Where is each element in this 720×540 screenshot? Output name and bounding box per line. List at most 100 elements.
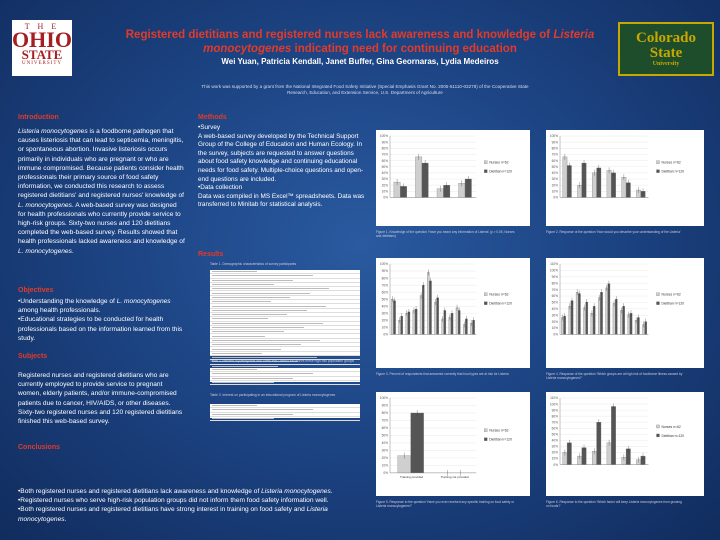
table-row bbox=[210, 274, 360, 279]
objectives-text: •Understanding the knowledge of L. monoc… bbox=[18, 297, 186, 343]
conclusion-3-post: . bbox=[64, 515, 67, 523]
poster-title: Registered dietitians and registered nur… bbox=[100, 28, 620, 56]
bar-dietitians bbox=[578, 293, 581, 335]
y-tick-label: 40% bbox=[382, 304, 389, 308]
table-row-placeholder bbox=[212, 418, 274, 420]
legend-swatch bbox=[484, 292, 488, 296]
chart-svg: 100% 90% 80% 70% 60% 50% 40% 30% 20% 10% 0% Nurses … bbox=[550, 134, 684, 199]
table-row bbox=[210, 413, 360, 417]
objectives-heading: Objectives bbox=[18, 287, 54, 294]
legend-swatch bbox=[484, 301, 488, 305]
methods-bullet-data: •Data collection bbox=[198, 184, 243, 192]
table-row bbox=[210, 296, 360, 301]
table-row bbox=[210, 404, 360, 409]
table-row bbox=[210, 309, 360, 313]
table-row bbox=[210, 343, 360, 348]
table-row-placeholder bbox=[212, 327, 304, 329]
table-row-placeholder bbox=[212, 275, 313, 277]
y-tick-label: 10% bbox=[382, 464, 389, 468]
legend-swatch bbox=[484, 437, 488, 441]
table-row-placeholder bbox=[212, 361, 298, 363]
figure-2-caption: Figure 2. Response of the question 'How … bbox=[546, 230, 681, 234]
objective-item-1: •Understanding the knowledge of L. monoc… bbox=[18, 297, 186, 315]
y-tick-label: 80% bbox=[552, 414, 559, 418]
subjects-text: Registered nurses and registered dietiti… bbox=[18, 372, 183, 426]
table-row-placeholder bbox=[212, 318, 268, 320]
bar-dietitians bbox=[596, 167, 602, 198]
conclusion-3-italic: Listeria monocytogenes bbox=[18, 506, 328, 523]
table-row-placeholder bbox=[212, 369, 257, 371]
bar-nurses bbox=[612, 303, 616, 335]
y-tick-label: 70% bbox=[382, 153, 389, 157]
table-row-placeholder bbox=[212, 309, 307, 311]
bar-nurses bbox=[434, 301, 437, 335]
bar-dietitians bbox=[611, 406, 616, 465]
table3-caption: Table 3. Interest on participating in an… bbox=[210, 393, 336, 397]
table-row bbox=[210, 279, 360, 283]
table-row-placeholder bbox=[212, 373, 313, 375]
chart-svg: 100% 90% 80% 70% 60% 50% 40% 30% 20% 10% 0% Nurses … bbox=[380, 134, 512, 199]
intro-italic-lead: Listeria monocytogenes bbox=[18, 128, 88, 135]
y-tick-label: 20% bbox=[552, 320, 559, 324]
legend-label: Dietitian n=120 bbox=[489, 170, 512, 174]
figure-1-caption: Figure 1. Knowledge of the question 'Hav… bbox=[376, 230, 515, 239]
y-tick-label: 10% bbox=[552, 326, 559, 330]
table-row bbox=[210, 291, 360, 296]
bar-nurses bbox=[606, 442, 612, 465]
y-tick-label: 10% bbox=[382, 189, 389, 193]
y-tick-label: 60% bbox=[552, 294, 559, 298]
y-tick-label: 30% bbox=[382, 177, 389, 181]
conclusion-3-pre: •Both registered nurses and registered d… bbox=[18, 506, 307, 514]
logo-the: T H E bbox=[24, 22, 60, 31]
table-row bbox=[210, 326, 360, 331]
y-tick-label: 100% bbox=[550, 402, 558, 406]
bar-dietitians bbox=[422, 284, 425, 335]
table-row-placeholder bbox=[212, 284, 274, 286]
bar-nurses bbox=[591, 172, 597, 198]
bar-nurses bbox=[415, 156, 423, 198]
table-row bbox=[210, 304, 360, 309]
csu-logo-line2: State bbox=[649, 45, 683, 61]
bar-dietitians bbox=[615, 299, 618, 335]
y-tick-label: 20% bbox=[382, 183, 389, 187]
conclusion-1-post: . bbox=[330, 488, 333, 495]
methods-heading: Methods bbox=[198, 114, 227, 121]
y-tick-label: 90% bbox=[552, 408, 559, 412]
bar-dietitians bbox=[611, 172, 616, 198]
figure-6-caption: Figure 6. Response to the question 'Whic… bbox=[546, 500, 682, 509]
table-row bbox=[210, 313, 360, 318]
title-part2: indicating need for continuing education bbox=[291, 43, 517, 55]
bar-nurses bbox=[391, 299, 394, 335]
y-tick-label: 60% bbox=[552, 426, 559, 430]
bar-dietitians bbox=[592, 306, 596, 335]
objective-1-pre: •Understanding the knowledge of bbox=[18, 298, 117, 305]
bar-dietitians bbox=[410, 412, 424, 474]
objective-item-2: •Educational strategies to be conducted … bbox=[18, 316, 183, 342]
bar-dietitians bbox=[596, 422, 602, 465]
table-row-placeholder bbox=[212, 279, 293, 281]
bar-dietitians bbox=[581, 162, 587, 198]
y-tick-label: 40% bbox=[552, 439, 559, 443]
legend-label: Nurses n=62 bbox=[661, 161, 680, 165]
methods-data-text: Data was compiled in MS Excel™ spreadshe… bbox=[198, 192, 365, 209]
y-tick-label: 50% bbox=[552, 301, 559, 305]
table-row bbox=[210, 300, 360, 305]
table2-caption: Table 2. Percent of participants who kne… bbox=[210, 359, 355, 363]
intro-text-3: . bbox=[71, 247, 74, 255]
table-row bbox=[210, 339, 360, 344]
bar-dietitians bbox=[566, 165, 572, 198]
bar-nurses bbox=[590, 313, 594, 335]
intro-text: Listeria monocytogenes is a foodborne pa… bbox=[18, 127, 186, 256]
y-tick-label: 0% bbox=[553, 463, 558, 467]
authors: Wei Yuan, Patricia Kendall, Janet Buffer… bbox=[221, 57, 499, 66]
figure-5-caption: Figure 5. Response to the question 'Have… bbox=[376, 500, 515, 509]
y-tick-label: 20% bbox=[552, 183, 559, 187]
legend-swatch bbox=[656, 301, 660, 305]
y-tick-label: 50% bbox=[552, 165, 559, 169]
y-tick-label: 40% bbox=[552, 171, 559, 175]
bar-nurses bbox=[620, 310, 623, 335]
csu-logo-line3: University bbox=[652, 61, 680, 67]
chart-svg: 100% 90% 80% 70% 60% 50% 40% 30% 20% 10% 0% Trainin… bbox=[380, 396, 512, 479]
y-tick-label: 50% bbox=[382, 434, 389, 438]
y-tick-label: 90% bbox=[552, 140, 559, 144]
